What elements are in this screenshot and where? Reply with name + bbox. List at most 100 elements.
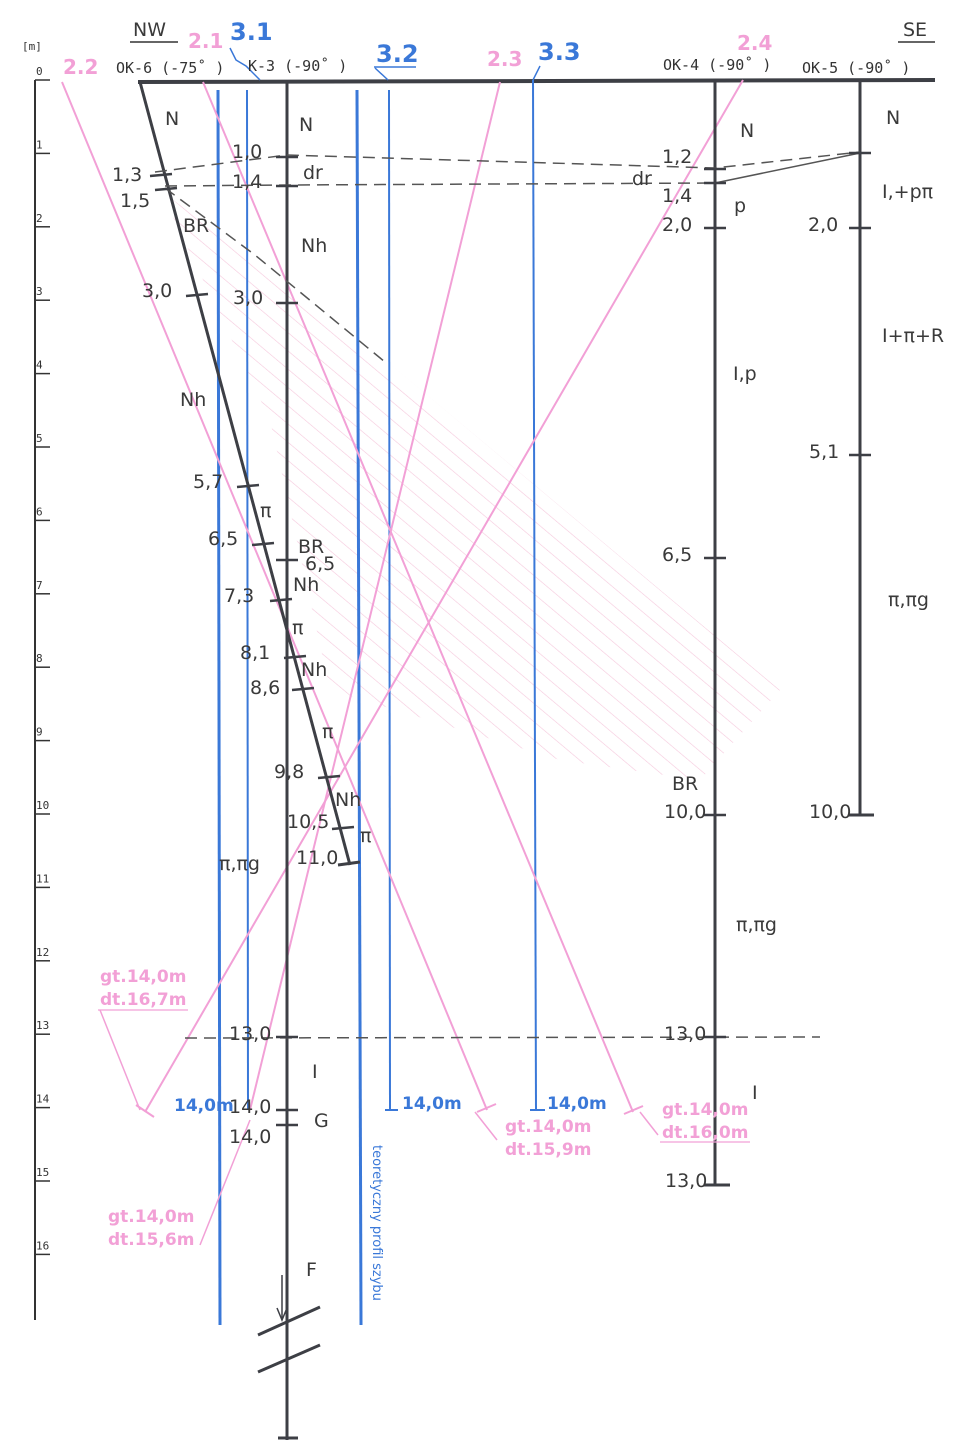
depth-scale-label: 4 bbox=[36, 359, 43, 372]
depth-scale-label: 3 bbox=[36, 285, 43, 298]
ok6-depth-1-5: 1,5 bbox=[120, 190, 150, 212]
well-2-1-line bbox=[202, 81, 634, 1113]
ok5-stratum-pi-pig: π,πg bbox=[888, 589, 929, 611]
ok4-stratum-dr: dr bbox=[632, 168, 652, 190]
depth-scale-label: 15 bbox=[36, 1166, 49, 1179]
depth-scale-label: 16 bbox=[36, 1239, 49, 1252]
ok6-depth-7-3: 7,3 bbox=[224, 585, 254, 607]
well-2-3-label: 2.3 bbox=[487, 47, 522, 71]
ok4-stratum-n: N bbox=[740, 120, 754, 142]
well-note-dt-middle: dt.15,9m bbox=[505, 1140, 591, 1160]
ok6-depth-10-5: 10,5 bbox=[287, 811, 329, 833]
well-2-3-line bbox=[249, 81, 501, 1111]
ok4-annotations: N 1,2 dr 1,4 p 2,0 I,p 6,5 BR 10,0 π,πg … bbox=[632, 120, 777, 1192]
ok4-stratum-br: BR bbox=[672, 773, 698, 795]
break-mark-lower bbox=[257, 1343, 321, 1374]
ok4-depth-2-0: 2,0 bbox=[662, 214, 692, 236]
well-note-gt-middle: gt.14,0m bbox=[505, 1117, 591, 1137]
k3-stratum-nh-2: Nh bbox=[293, 574, 319, 596]
boreholes bbox=[138, 81, 874, 1440]
ok6-depth-3-0: 3,0 bbox=[142, 280, 172, 302]
ok6-depth-8-1: 8,1 bbox=[240, 642, 270, 664]
pink-well-labels: 2.1 2.2 2.3 2.4 gt.14,0m dt.16,7m gt.14,… bbox=[63, 29, 772, 1250]
depth-scale-label: 9 bbox=[36, 726, 43, 739]
ok4-stratum-p: p bbox=[734, 195, 746, 217]
k3-depth-1-0: 1,0 bbox=[232, 141, 262, 163]
depth-scale-label: 7 bbox=[36, 579, 43, 592]
well-3-1-end-label: 14,0m bbox=[174, 1096, 234, 1116]
k3-stratum-g: G bbox=[314, 1110, 329, 1132]
depth-scale-label: 10 bbox=[36, 799, 49, 812]
blue-wells bbox=[216, 47, 545, 1326]
ok4-depth-1-2: 1,2 bbox=[662, 146, 692, 168]
well-3-2-label: 3.2 bbox=[376, 40, 419, 68]
profile-line-left bbox=[216, 89, 222, 1326]
direction-se: SE bbox=[903, 19, 927, 41]
theoretical-profile-label: teoretyczny profil szybu bbox=[369, 1145, 384, 1301]
ok6-stratum-nh-3: Nh bbox=[335, 789, 361, 811]
depth-scale-label: 13 bbox=[36, 1019, 49, 1032]
ok6-annotations: N 1,3 1,5 BR 3,0 Nh 5,7 π 6,5 BR 7,3 π 8… bbox=[112, 108, 371, 875]
ok6-depth-5-7: 5,7 bbox=[193, 471, 223, 493]
depth-scale-label: 2 bbox=[36, 212, 43, 225]
ok5-stratum-ipr: I+π+R bbox=[882, 325, 944, 347]
ok6-depth-11-0: 11,0 bbox=[296, 847, 338, 869]
well-3-2-line bbox=[388, 89, 391, 1111]
k3-stratum-f: F bbox=[306, 1259, 317, 1281]
depth-scale-label: 14 bbox=[36, 1093, 50, 1106]
k3-stratum-dr: dr bbox=[303, 162, 323, 184]
depth-scale-label: 12 bbox=[36, 946, 49, 959]
ok5-depth-2-0: 2,0 bbox=[808, 214, 838, 236]
well-2-1-label: 2.1 bbox=[188, 29, 223, 53]
well-2-2-line bbox=[61, 81, 488, 1111]
ground-surface-line bbox=[137, 78, 936, 84]
ok6-stratum-nh: Nh bbox=[180, 389, 206, 411]
well-note-gt-left: gt.14,0m bbox=[100, 967, 186, 987]
k3-stratum-nh-3: Nh bbox=[301, 659, 327, 681]
well-2-4-line bbox=[144, 79, 744, 1113]
depth-scale-label: 11 bbox=[36, 872, 49, 885]
ok4-stratum-pi-pig: π,πg bbox=[736, 914, 777, 936]
ok5-depth-5-1: 5,1 bbox=[809, 441, 839, 463]
k3-depth-6-5: 6,5 bbox=[305, 553, 335, 575]
profile-line-right bbox=[355, 89, 363, 1326]
pink-wells bbox=[61, 79, 744, 1246]
well-3-3-end-label: 14,0m bbox=[547, 1094, 607, 1114]
ok5-stratum-ipp: I,+pπ bbox=[882, 181, 933, 203]
ok6-depth-6-5: 6,5 bbox=[208, 528, 238, 550]
borehole-headers: OK-6 (-75˚ ) K-3 (-90˚ ) OK-4 (-90˚ ) OK… bbox=[116, 56, 910, 77]
ok5-depth-10-0: 10,0 bbox=[809, 801, 851, 823]
depth-scale-label: 0 bbox=[36, 65, 43, 78]
break-mark-upper bbox=[257, 1305, 321, 1337]
well-3-3-label: 3.3 bbox=[538, 38, 581, 66]
hatched-zone bbox=[160, 190, 780, 780]
well-note-dt-bottom: dt.15,6m bbox=[108, 1230, 194, 1250]
header-labels: NW SE [m] bbox=[22, 19, 935, 53]
ok6-stratum-pi-3: π bbox=[322, 721, 333, 743]
k3-stratum-i: I bbox=[312, 1061, 318, 1083]
k3-depth-3-0: 3,0 bbox=[233, 287, 263, 309]
well-2-2-label: 2.2 bbox=[63, 55, 98, 79]
ok4-depth-1-4: 1,4 bbox=[662, 185, 692, 207]
well-note-gt-bottom: gt.14,0m bbox=[108, 1207, 194, 1227]
ok4-depth-13-0: 13,0 bbox=[664, 1023, 706, 1045]
ok6-depth-9-8: 9,8 bbox=[274, 761, 304, 783]
ok6-stratum-pi-4: π bbox=[360, 825, 371, 847]
well-3-1-line bbox=[246, 89, 249, 1111]
depth-scale-label: 1 bbox=[36, 138, 43, 151]
blue-well-labels: 3.1 3.2 3.3 14,0m 14,0m 14,0m bbox=[174, 18, 607, 1116]
ok6-stratum-pi-1: π bbox=[260, 500, 271, 522]
ok6-stratum-pi-2: π bbox=[292, 617, 303, 639]
direction-nw: NW bbox=[133, 19, 166, 41]
borehole-ok6-label: OK-6 (-75˚ ) bbox=[116, 59, 224, 77]
borehole-ok6 bbox=[138, 81, 352, 866]
k3-stratum-n: N bbox=[299, 114, 313, 136]
ok6-stratum-n: N bbox=[165, 108, 179, 130]
k3-depth-1-4: 1,4 bbox=[232, 171, 262, 193]
ok4-stratum-i: I bbox=[752, 1082, 758, 1104]
well-note-gt-right: gt.14,0m bbox=[662, 1100, 748, 1120]
depth-scale-label: 6 bbox=[36, 505, 43, 518]
ok5-annotations: N I,+pπ 2,0 I+π+R 5,1 π,πg 10,0 bbox=[808, 107, 944, 823]
